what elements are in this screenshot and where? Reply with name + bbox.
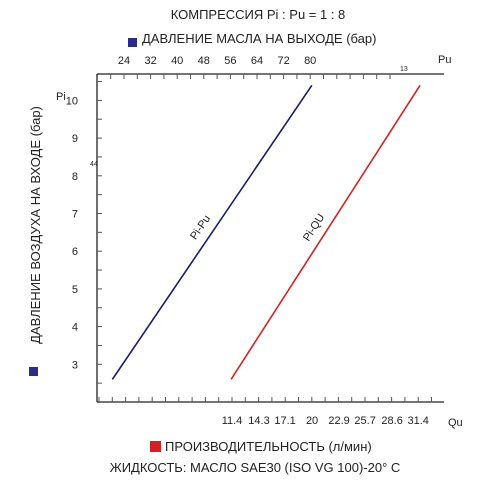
y-tick-label: 5: [72, 284, 78, 296]
top-axis-symbol: Pu: [438, 54, 451, 66]
top-axis-label: ДАВЛЕНИЕ МАСЛА НА ВЫХОДЕ (бар): [142, 31, 376, 46]
top-axis-small-mark: 13: [400, 66, 408, 73]
top-tick-label: 80: [304, 55, 316, 67]
chart-title: КОМПРЕССИЯ Pi : Pu = 1 : 8: [171, 7, 346, 22]
pressure-legend-swatch: [128, 38, 137, 47]
flow-legend-swatch: [150, 441, 161, 452]
bottom-tick-label: 20: [306, 415, 318, 427]
top-tick-label: 32: [144, 55, 156, 67]
bottom-axis-symbol: Qu: [448, 417, 463, 429]
y-tick-label: 9: [72, 133, 78, 145]
top-tick-label: 24: [118, 55, 130, 67]
y-tick-label: 3: [72, 359, 78, 371]
top-tick-label: 72: [277, 55, 289, 67]
y-axis-symbol: Pi: [56, 91, 66, 103]
bottom-tick-label: 25.7: [354, 415, 375, 427]
fluid-note: ЖИДКОСТЬ: МАСЛО SAE30 (ISO VG 100)-20° C: [110, 460, 401, 475]
bottom-tick-label: 17.1: [274, 415, 295, 427]
series-label: Pi-QU: [301, 212, 327, 244]
top-tick-label: 64: [251, 55, 263, 67]
y-axis-swatch: [29, 367, 38, 376]
bottom-tick-label: 28.6: [381, 415, 402, 427]
y-tick-label: 10: [66, 95, 78, 107]
y-tick-label: 4: [72, 322, 78, 334]
y-axis-label: ДАВЛЕНИЕ ВОЗДУХА НА ВХОДЕ (бар): [28, 106, 43, 344]
bottom-axis-label: ПРОИЗВОДИТЕЛЬНОСТЬ (л/мин): [165, 439, 372, 454]
top-tick-label: 40: [171, 55, 183, 67]
series-line-piqu: [230, 84, 421, 380]
top-tick-label: 48: [198, 55, 210, 67]
bottom-tick-label: 22.9: [328, 415, 349, 427]
y-tick-label: 6: [72, 246, 78, 258]
bottom-tick-label: 31.4: [407, 415, 428, 427]
y-tick-label: 7: [72, 208, 78, 220]
bottom-tick-label: 14.3: [248, 415, 269, 427]
top-tick-label: 56: [224, 55, 236, 67]
y-tick-label: 8: [72, 171, 78, 183]
series-line-pipu: [111, 84, 313, 380]
bottom-tick-label: 11.4: [222, 415, 243, 427]
y-axis-small-mark: 44: [90, 161, 98, 168]
